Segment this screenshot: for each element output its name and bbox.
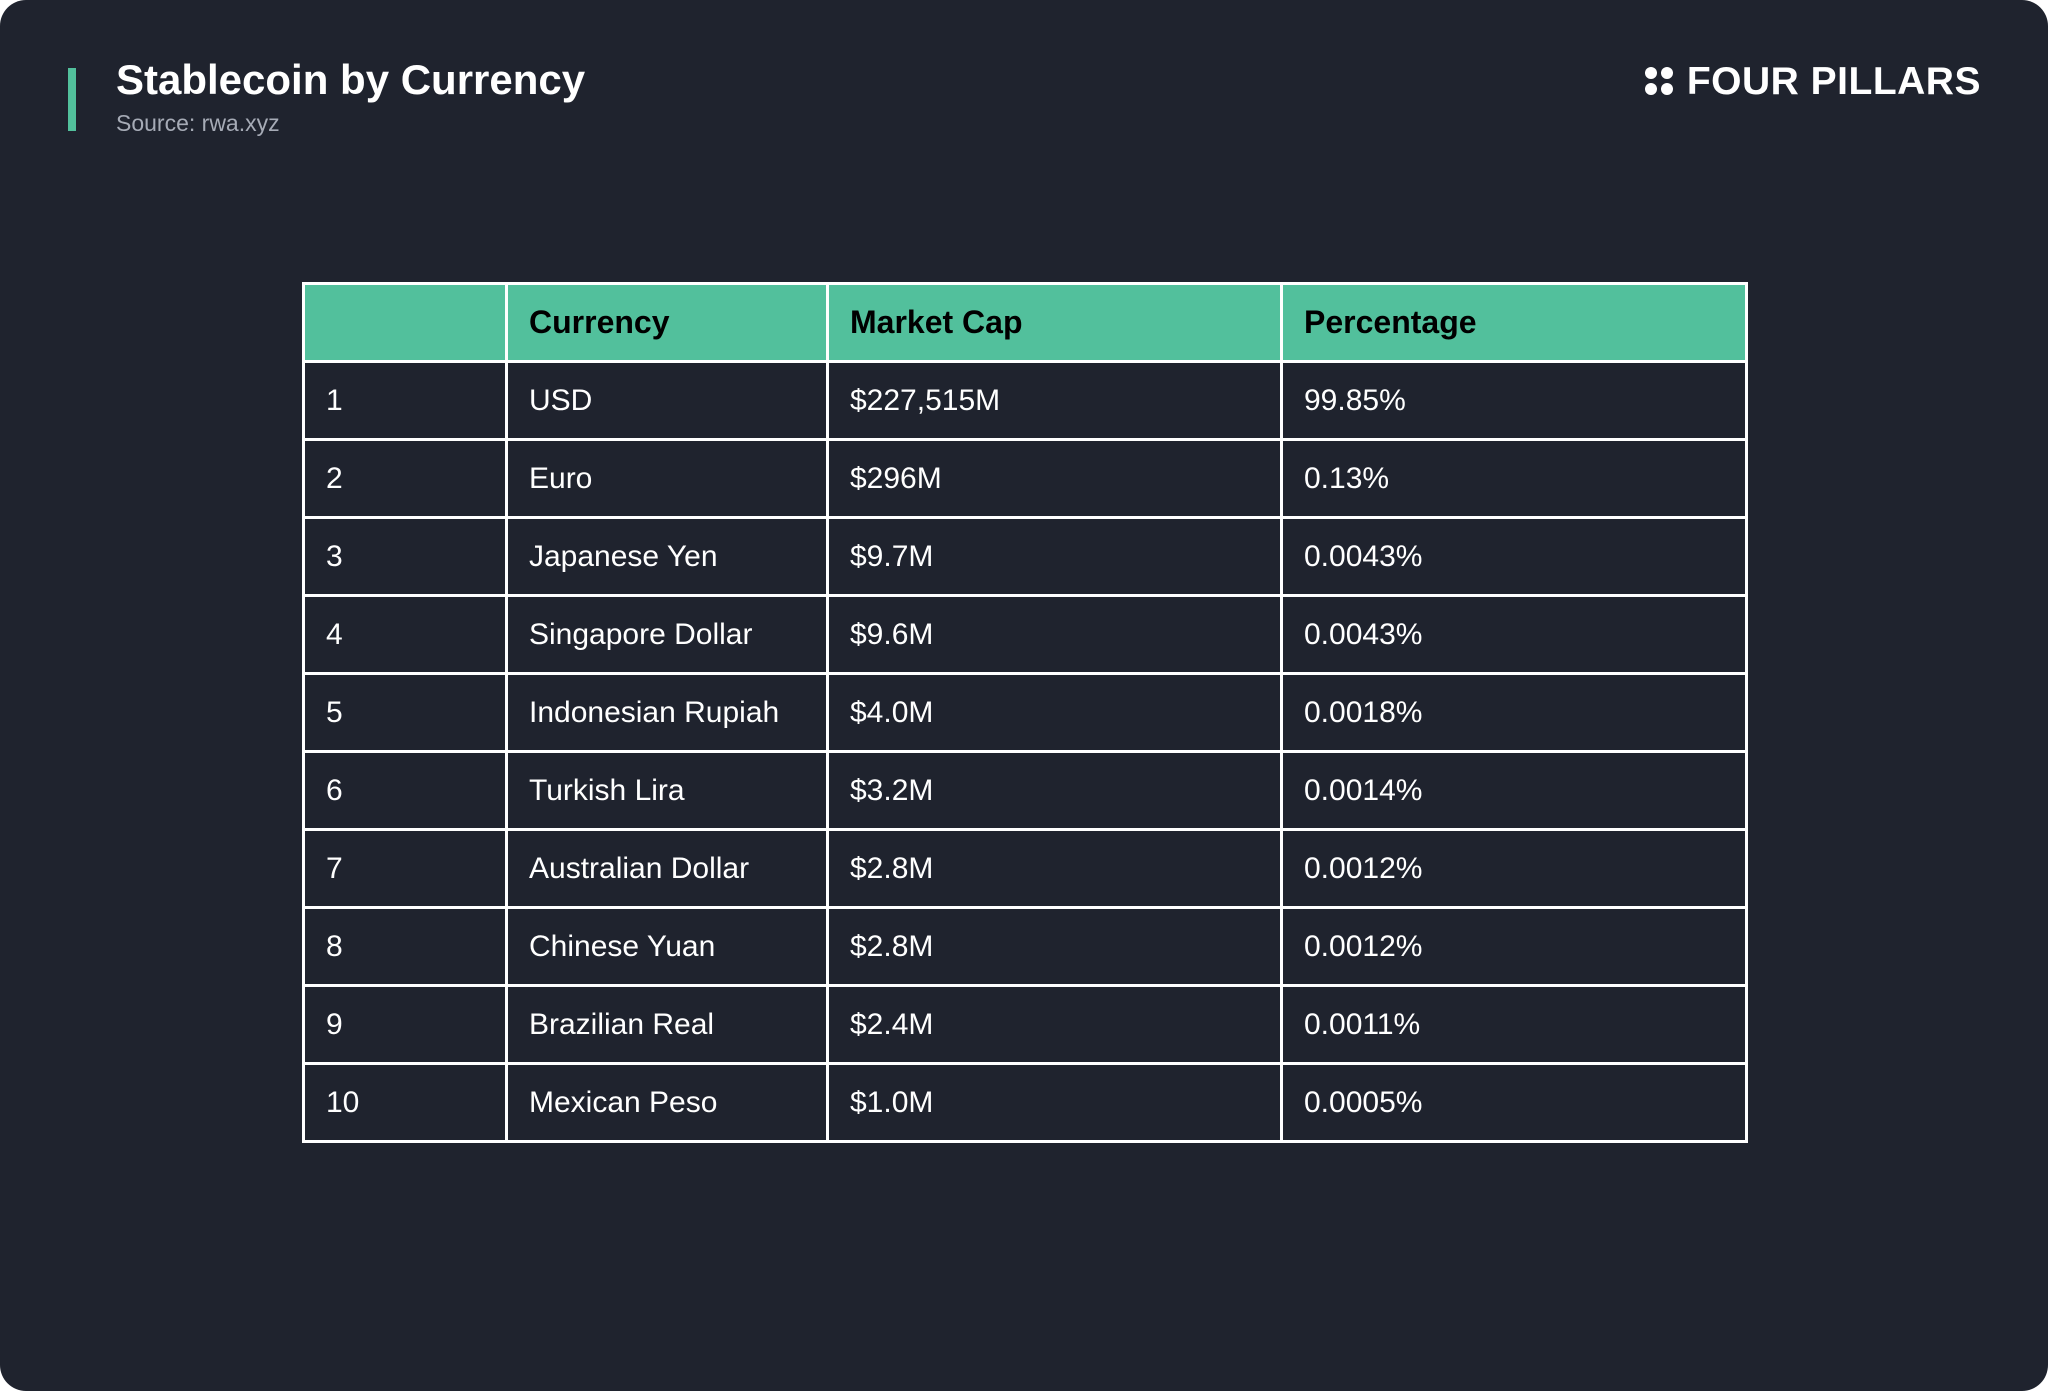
cell-percentage: 0.0012%: [1280, 906, 1748, 987]
cell-percentage: 0.0018%: [1280, 672, 1748, 753]
page-title: Stablecoin by Currency: [116, 56, 586, 103]
cell-percentage: 0.0005%: [1280, 1062, 1748, 1143]
cell-market-cap: $3.2M: [826, 750, 1283, 831]
cell-currency: Brazilian Real: [505, 984, 829, 1065]
table-row: 7 Australian Dollar $2.8M 0.0012%: [302, 828, 1748, 909]
cell-currency: Australian Dollar: [505, 828, 829, 909]
cell-rank: 7: [302, 828, 508, 909]
cell-market-cap: $296M: [826, 438, 1283, 519]
cell-percentage: 0.0043%: [1280, 516, 1748, 597]
header-percentage: Percentage: [1280, 282, 1748, 363]
cell-market-cap: $2.4M: [826, 984, 1283, 1065]
header-currency: Currency: [505, 282, 829, 363]
header-market-cap: Market Cap: [826, 282, 1283, 363]
cell-rank: 1: [302, 360, 508, 441]
cell-market-cap: $4.0M: [826, 672, 1283, 753]
brand-name: FOUR PILLARS: [1686, 60, 1981, 103]
cell-market-cap: $2.8M: [826, 828, 1283, 909]
cell-currency: Euro: [505, 438, 829, 519]
table-row: 9 Brazilian Real $2.4M 0.0011%: [302, 984, 1748, 1065]
currency-table: Currency Market Cap Percentage 1 USD $227,…: [302, 282, 1748, 1143]
cell-rank: 8: [302, 906, 508, 987]
cell-market-cap: $9.7M: [826, 516, 1283, 597]
cell-currency: Chinese Yuan: [505, 906, 829, 987]
table-header-row: Currency Market Cap Percentage: [302, 282, 1748, 363]
brand-logo: FOUR PILLARS: [1644, 60, 1981, 104]
cell-rank: 6: [302, 750, 508, 831]
cell-rank: 2: [302, 438, 508, 519]
cell-currency: Japanese Yen: [505, 516, 829, 597]
cell-market-cap: $9.6M: [826, 594, 1283, 675]
cell-market-cap: $2.8M: [826, 906, 1283, 987]
cell-currency: Mexican Peso: [505, 1062, 829, 1143]
cell-percentage: 0.0012%: [1280, 828, 1748, 909]
cell-market-cap: $227,515M: [826, 360, 1283, 441]
cell-rank: 10: [302, 1062, 508, 1143]
cell-currency: Singapore Dollar: [505, 594, 829, 675]
cell-percentage: 0.0011%: [1280, 984, 1748, 1065]
table-row: 1 USD $227,515M 99.85%: [302, 360, 1748, 441]
header-rank: [302, 282, 508, 363]
cell-percentage: 99.85%: [1280, 360, 1748, 441]
table-row: 5 Indonesian Rupiah $4.0M 0.0018%: [302, 672, 1748, 753]
cell-rank: 5: [302, 672, 508, 753]
title-accent-bar: [68, 68, 76, 131]
source-note: Source: rwa.xyz: [116, 110, 280, 136]
table-row: 8 Chinese Yuan $2.8M 0.0012%: [302, 906, 1748, 987]
cell-currency: Turkish Lira: [505, 750, 829, 831]
table-row: 3 Japanese Yen $9.7M 0.0043%: [302, 516, 1748, 597]
cell-currency: Indonesian Rupiah: [505, 672, 829, 753]
table-row: 10 Mexican Peso $1.0M 0.0005%: [302, 1062, 1748, 1143]
cell-market-cap: $1.0M: [826, 1062, 1283, 1143]
cell-rank: 9: [302, 984, 508, 1065]
cell-rank: 4: [302, 594, 508, 675]
cell-percentage: 0.13%: [1280, 438, 1748, 519]
cell-percentage: 0.0043%: [1280, 594, 1748, 675]
table-row: 4 Singapore Dollar $9.6M 0.0043%: [302, 594, 1748, 675]
cell-rank: 3: [302, 516, 508, 597]
table-row: 2 Euro $296M 0.13%: [302, 438, 1748, 519]
cell-percentage: 0.0014%: [1280, 750, 1748, 831]
four-dots-icon: [1644, 67, 1673, 97]
table-row: 6 Turkish Lira $3.2M 0.0014%: [302, 750, 1748, 831]
cell-currency: USD: [505, 360, 829, 441]
table-body: 1 USD $227,515M 99.85% 2 Euro $296M 0.13% 3 Japan…: [302, 360, 1748, 1143]
